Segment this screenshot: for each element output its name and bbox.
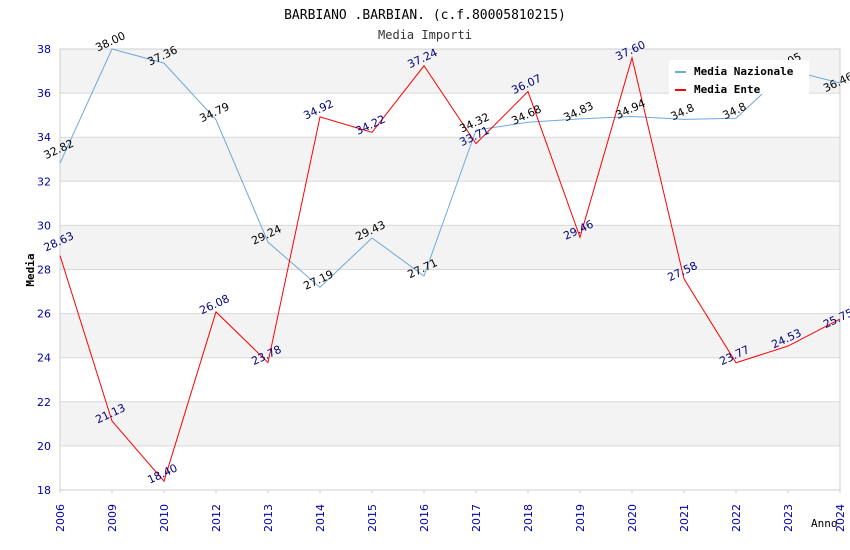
series-line-nazionale xyxy=(59,48,841,289)
y-tick-label: 18 xyxy=(37,484,51,497)
x-tick-label: 2009 xyxy=(106,504,119,532)
x-tick-label: 2016 xyxy=(418,504,431,532)
data-label-nazionale: 34.83 xyxy=(561,99,595,124)
y-tick-label: 36 xyxy=(37,87,51,100)
y-axis-ticks: 18 20 22 24 26 28 30 32 34 36 38 xyxy=(37,43,51,497)
legend-box xyxy=(669,60,809,94)
y-tick-label: 20 xyxy=(37,440,51,453)
x-tick-label: 2013 xyxy=(262,504,275,532)
x-tick-label: 2006 xyxy=(54,504,67,532)
legend: Media Nazionale Media Ente xyxy=(669,60,809,96)
background-band xyxy=(60,137,840,182)
x-tick-label: 2018 xyxy=(522,504,535,532)
data-label-nazionale: 34.68 xyxy=(509,102,543,127)
data-label-nazionale: 27.19 xyxy=(301,268,335,293)
y-tick-label: 38 xyxy=(37,43,51,56)
data-label-ente: 34.92 xyxy=(301,97,335,122)
series-line-ente xyxy=(59,55,841,483)
chart-title: BARBIANO .BARBIAN. (c.f.80005810215) xyxy=(284,8,566,23)
data-label-nazionale: 34.8 xyxy=(669,101,697,123)
y-tick-label: 26 xyxy=(37,308,51,321)
y-axis-label: Media xyxy=(24,253,37,286)
chart-subtitle: Media Importi xyxy=(378,28,472,42)
x-tick-label: 2012 xyxy=(210,504,223,532)
background-band xyxy=(60,313,840,358)
data-label-nazionale: 34.79 xyxy=(197,100,231,125)
data-label-nazionale: 34.8 xyxy=(721,100,749,122)
x-tick-label: 2023 xyxy=(782,504,795,532)
x-tick-label: 2015 xyxy=(366,504,379,532)
legend-label-nazionale: Media Nazionale xyxy=(694,65,794,78)
x-axis-ticks: 2006 2009 2010 2012 2013 2014 2015 2016 2017 2018… xyxy=(54,490,847,532)
y-tick-label: 34 xyxy=(37,131,51,144)
x-tick-label: 2019 xyxy=(574,504,587,532)
x-tick-label: 2022 xyxy=(730,504,743,532)
x-tick-label: 2020 xyxy=(626,504,639,532)
x-axis-label: Anno xyxy=(811,517,838,530)
y-tick-label: 22 xyxy=(37,396,51,409)
y-tick-label: 32 xyxy=(37,175,51,188)
data-label-nazionale: 34.94 xyxy=(613,97,647,122)
background-band xyxy=(60,401,840,446)
x-tick-label: 2014 xyxy=(314,504,327,532)
series-lines xyxy=(59,48,841,483)
x-tick-label: 2017 xyxy=(470,504,483,532)
data-label-ente: 34.22 xyxy=(353,113,387,138)
x-tick-label: 2021 xyxy=(678,504,691,532)
background-band xyxy=(60,225,840,270)
x-tick-label: 2010 xyxy=(158,504,171,532)
gridlines xyxy=(60,48,840,491)
y-tick-label: 30 xyxy=(37,219,51,232)
plot-area xyxy=(59,48,841,491)
y-tick-label: 28 xyxy=(37,264,51,277)
y-tick-label: 24 xyxy=(37,352,51,365)
x-tick-label: 2024 xyxy=(834,504,847,532)
legend-label-ente: Media Ente xyxy=(694,83,761,96)
